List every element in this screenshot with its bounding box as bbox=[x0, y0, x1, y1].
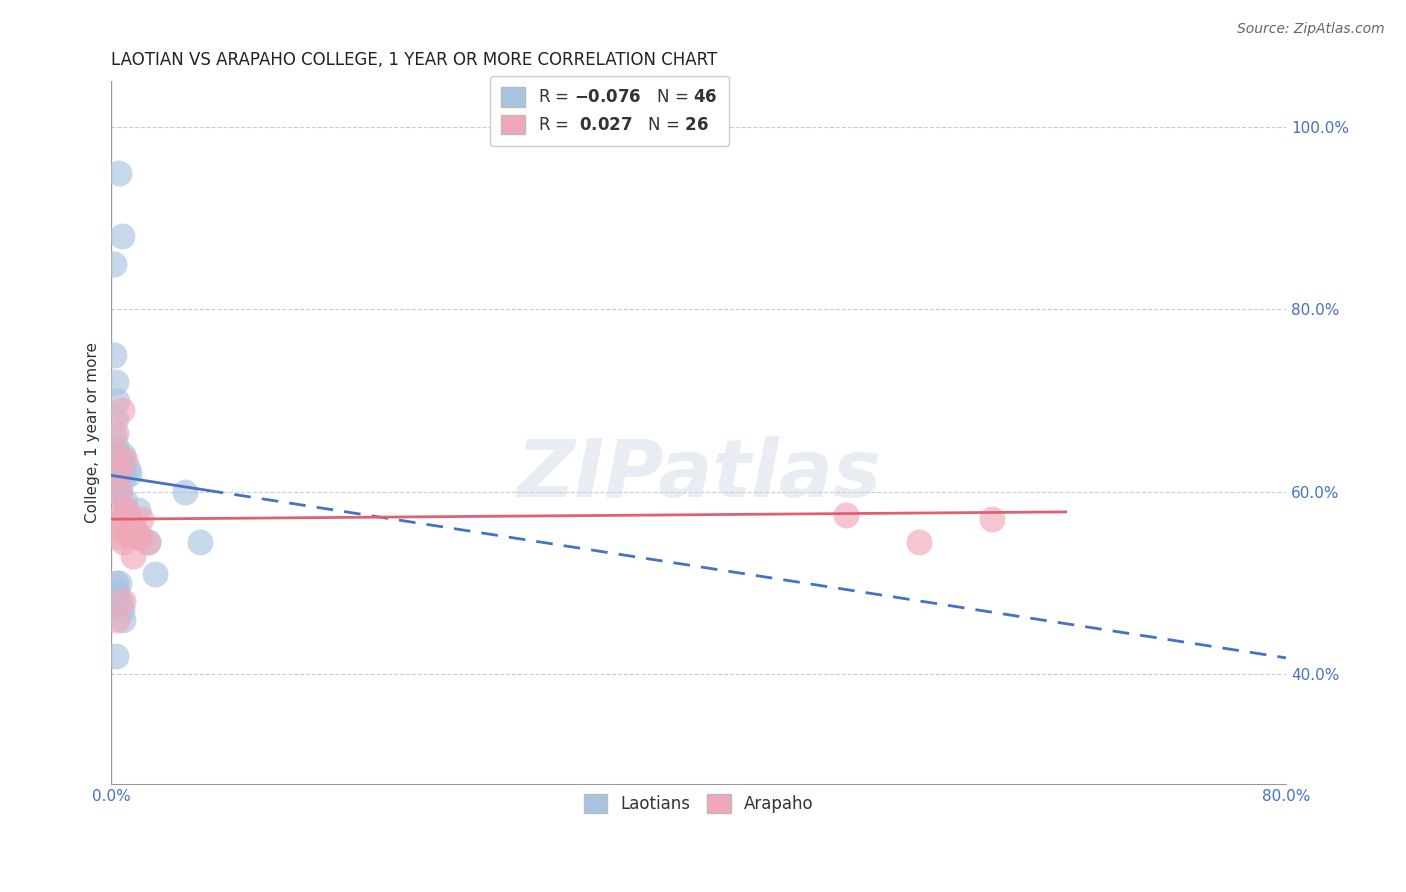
Text: Source: ZipAtlas.com: Source: ZipAtlas.com bbox=[1237, 22, 1385, 37]
Point bbox=[118, 467, 141, 481]
Point bbox=[104, 376, 127, 390]
Point bbox=[115, 525, 138, 540]
Point bbox=[111, 603, 134, 617]
Point bbox=[104, 648, 127, 663]
Point bbox=[981, 512, 1004, 526]
Point bbox=[908, 535, 931, 549]
Point bbox=[110, 458, 132, 472]
Point bbox=[111, 462, 134, 476]
Point bbox=[110, 594, 132, 608]
Text: ZIPatlas: ZIPatlas bbox=[516, 435, 882, 514]
Point bbox=[105, 462, 128, 476]
Point bbox=[104, 439, 127, 453]
Point bbox=[110, 512, 132, 526]
Point bbox=[122, 521, 145, 535]
Point bbox=[115, 508, 138, 522]
Point bbox=[110, 467, 132, 481]
Point bbox=[103, 430, 125, 444]
Point bbox=[104, 467, 127, 481]
Point bbox=[105, 448, 128, 462]
Point bbox=[129, 512, 152, 526]
Point bbox=[105, 393, 128, 408]
Point bbox=[105, 453, 128, 467]
Point bbox=[127, 503, 149, 517]
Point bbox=[136, 535, 159, 549]
Point bbox=[122, 549, 145, 563]
Point bbox=[105, 521, 128, 535]
Point bbox=[104, 475, 127, 490]
Point bbox=[111, 229, 134, 244]
Point bbox=[114, 453, 136, 467]
Point bbox=[112, 503, 135, 517]
Point bbox=[136, 535, 159, 549]
Point bbox=[111, 402, 134, 417]
Point bbox=[107, 458, 129, 472]
Point bbox=[107, 467, 129, 481]
Point bbox=[107, 531, 129, 545]
Y-axis label: College, 1 year or more: College, 1 year or more bbox=[86, 342, 100, 523]
Point bbox=[107, 467, 129, 481]
Point bbox=[188, 535, 211, 549]
Point bbox=[145, 566, 167, 581]
Point bbox=[105, 448, 128, 462]
Legend: Laotians, Arapaho: Laotians, Arapaho bbox=[572, 782, 825, 824]
Point bbox=[117, 462, 139, 476]
Point bbox=[127, 531, 149, 545]
Point bbox=[110, 484, 132, 499]
Point bbox=[112, 594, 135, 608]
Point bbox=[129, 531, 152, 545]
Point bbox=[114, 494, 136, 508]
Point bbox=[104, 576, 127, 591]
Point bbox=[105, 613, 128, 627]
Point bbox=[105, 484, 128, 499]
Point bbox=[115, 503, 138, 517]
Point bbox=[173, 484, 195, 499]
Point bbox=[115, 503, 138, 517]
Point bbox=[127, 531, 149, 545]
Point bbox=[112, 448, 135, 462]
Point bbox=[110, 484, 132, 499]
Point bbox=[118, 512, 141, 526]
Point bbox=[103, 257, 125, 271]
Point bbox=[112, 535, 135, 549]
Point bbox=[107, 448, 129, 462]
Point bbox=[105, 585, 128, 599]
Point bbox=[112, 471, 135, 485]
Point bbox=[122, 516, 145, 531]
Point bbox=[112, 613, 135, 627]
Point bbox=[107, 165, 129, 179]
Point bbox=[111, 458, 134, 472]
Text: LAOTIAN VS ARAPAHO COLLEGE, 1 YEAR OR MORE CORRELATION CHART: LAOTIAN VS ARAPAHO COLLEGE, 1 YEAR OR MO… bbox=[111, 51, 717, 69]
Point bbox=[118, 512, 141, 526]
Point bbox=[834, 508, 856, 522]
Point bbox=[104, 412, 127, 426]
Point bbox=[107, 576, 129, 591]
Point bbox=[112, 512, 135, 526]
Point bbox=[118, 525, 141, 540]
Point bbox=[104, 425, 127, 440]
Point bbox=[103, 348, 125, 362]
